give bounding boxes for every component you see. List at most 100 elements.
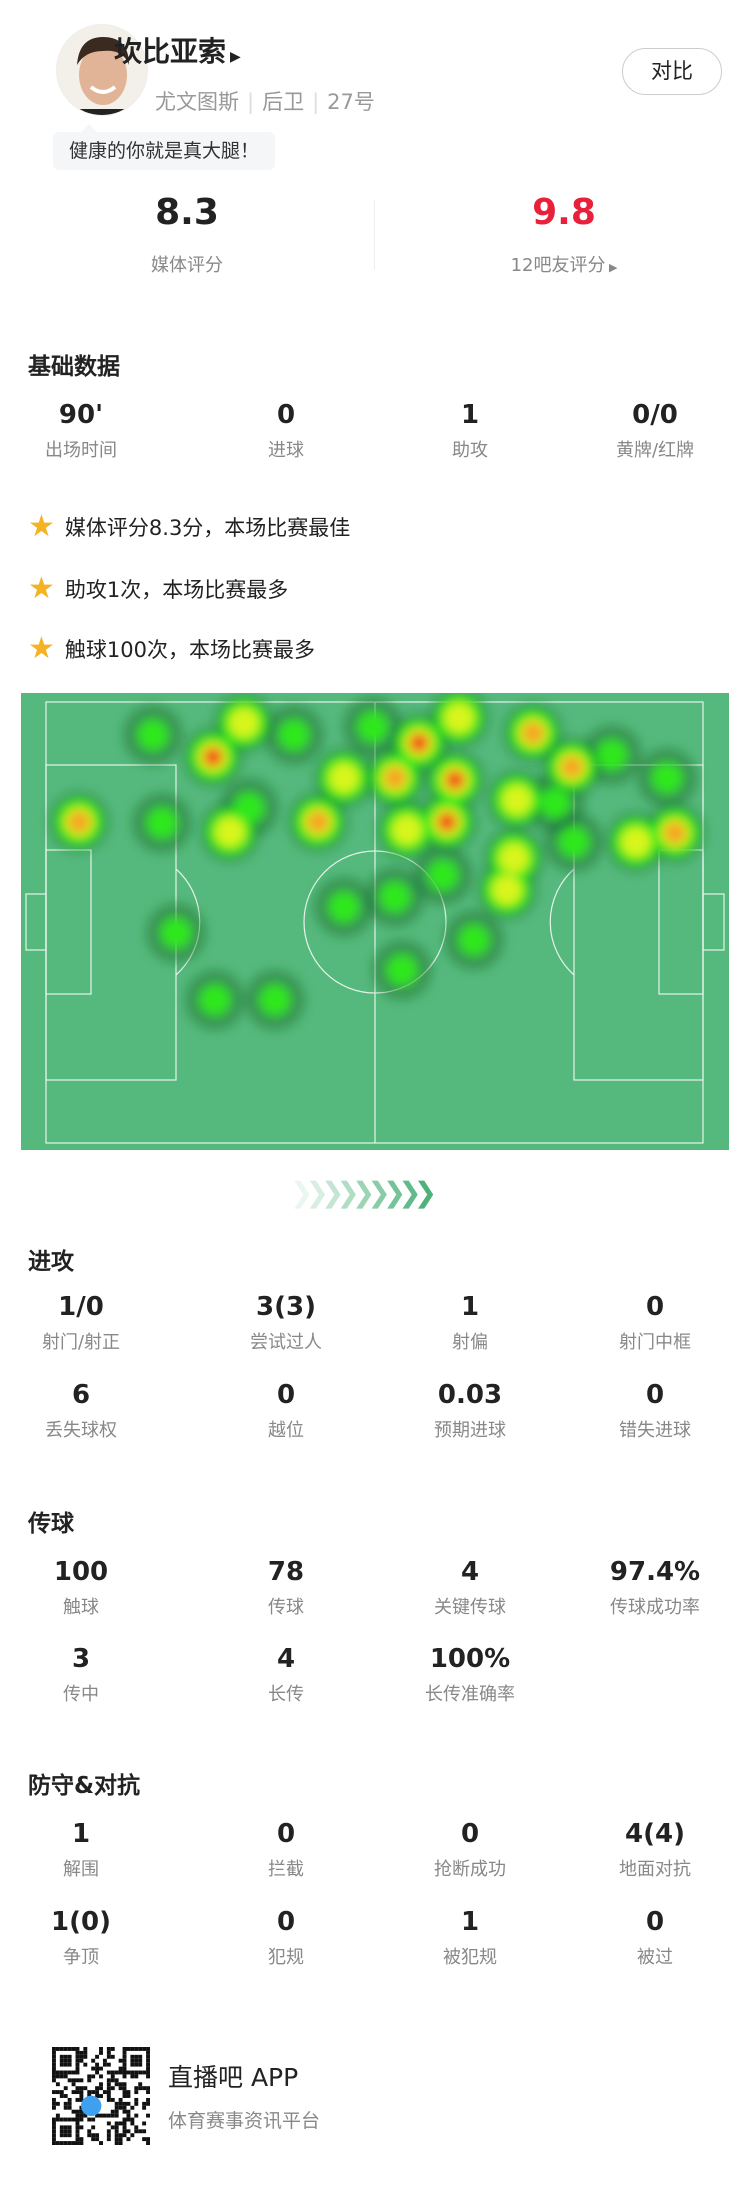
player-name-text: 坎比亚索 (114, 35, 227, 68)
highlight-text: 媒体评分8.3分，本场比赛最佳 (64, 516, 351, 540)
stat-label: 拦截 (268, 1859, 304, 1880)
heatmap-blob (559, 827, 589, 857)
heatmap-blob (329, 892, 359, 922)
stat-cell: 0 抢断成功 (378, 1819, 562, 1881)
stat-value: 0.03 (437, 1380, 503, 1410)
stat-value: 0 (276, 400, 296, 430)
player-avatar[interactable] (56, 24, 148, 116)
stat-label: 犯规 (268, 1947, 304, 1968)
stat-value: 4 (460, 1557, 480, 1587)
stat-cell: 100% 长传准确率 (378, 1644, 562, 1706)
heatmap-blob (392, 815, 422, 845)
stat-value: 100% (429, 1644, 511, 1674)
stat-value: 78 (267, 1557, 305, 1587)
heatmap-blob (621, 827, 651, 857)
stat-cell: 0 犯规 (194, 1907, 378, 1969)
stat-cell: 1 被犯规 (378, 1907, 562, 1969)
highlight-item: ★ 助攻1次，本场比赛最多 (28, 574, 288, 604)
chevron-right-icon: ❯ (398, 1176, 422, 1209)
position: 后卫 (262, 90, 305, 114)
stat-cell: 4 长传 (194, 1644, 378, 1706)
chevron-right-icon: ❯ (336, 1176, 360, 1209)
heatmap-blob (412, 736, 426, 750)
app-title: 直播吧 APP (168, 2063, 299, 2092)
stat-label: 抢断成功 (434, 1859, 506, 1880)
stat-label: 出场时间 (45, 440, 117, 461)
stat-value: 4(4) (625, 1819, 685, 1849)
motto-bubble: 健康的你就是真大腿！ (53, 124, 276, 170)
heatmap-blob (138, 720, 168, 750)
stat-label: 尝试过人 (250, 1332, 322, 1353)
highlight-item: ★ 媒体评分8.3分，本场比赛最佳 (28, 512, 350, 542)
chevron-right-icon: ❯ (351, 1176, 376, 1209)
stat-cell: 6 丢失球权 (0, 1380, 173, 1442)
fan-rating[interactable]: 9.8 12吧友评分 ▶ (434, 192, 694, 277)
stat-cell: 4(4) 地面对抗 (563, 1819, 747, 1881)
stat-value: 90' (58, 400, 104, 430)
stat-label: 射门/射正 (41, 1332, 121, 1353)
attack-direction-arrows: ❯❯❯❯❯❯❯❯❯ (290, 1176, 438, 1209)
heatmap-pitch (21, 693, 729, 1150)
heatmap-blob (448, 773, 462, 787)
heatmap-blob (307, 811, 329, 833)
stat-value: 6 (71, 1380, 91, 1410)
star-icon: ★ (28, 509, 55, 544)
stat-value: 0 (460, 1819, 480, 1849)
heatmap-blob (387, 955, 417, 985)
player-name[interactable]: 坎比亚索 ▶ (114, 30, 241, 70)
stat-label: 错失进球 (619, 1420, 691, 1441)
heatmap-blob (664, 822, 686, 844)
stat-label: 触球 (63, 1597, 99, 1618)
stat-cell: 4 关键传球 (378, 1557, 562, 1619)
heatmap-blob (147, 808, 177, 838)
heatmap-blob (206, 750, 220, 764)
stat-cell: 100 触球 (0, 1557, 173, 1619)
stat-label: 关键传球 (434, 1597, 506, 1618)
stat-label: 被犯规 (443, 1947, 497, 1968)
heatmap-blob (200, 985, 230, 1015)
stat-value: 3(3) (256, 1292, 316, 1322)
stat-label: 进球 (268, 440, 304, 461)
stat-cell: 1 射偏 (378, 1292, 562, 1354)
stat-label: 黄牌/红牌 (615, 440, 695, 461)
heatmap-blob (440, 815, 454, 829)
heatmap-blob (444, 703, 474, 733)
stat-label: 传中 (63, 1684, 99, 1705)
chevron-right-icon: ❯ (413, 1176, 438, 1209)
stat-value: 0/0 (632, 400, 678, 430)
stat-value: 3 (71, 1644, 91, 1674)
stat-cell: 1(0) 争顶 (0, 1907, 173, 1969)
heatmap-blob (234, 793, 264, 823)
caret-right-icon: ▶ (605, 261, 618, 274)
stat-cell: 90' 出场时间 (0, 400, 173, 462)
section-title-attack: 进攻 (28, 1249, 74, 1275)
heatmap-blob (358, 712, 388, 742)
stat-cell: 3 传中 (0, 1644, 173, 1706)
section-title-defense: 防守&对抗 (28, 1773, 141, 1799)
player-meta: 尤文图斯 | 后卫 | 27号 (155, 90, 375, 114)
stat-cell: 0 越位 (194, 1380, 378, 1442)
stat-label: 长传准确率 (425, 1684, 515, 1705)
highlight-text: 助攻1次，本场比赛最多 (64, 578, 289, 602)
stat-value: 0 (645, 1380, 665, 1410)
stat-label: 传球成功率 (610, 1597, 700, 1618)
heatmap-blob (499, 843, 529, 873)
qr-code-icon[interactable] (52, 2046, 150, 2146)
heatmap-blob (502, 785, 532, 815)
stat-cell: 1 解围 (0, 1819, 173, 1881)
heatmap-blob (652, 763, 682, 793)
stat-value: 100 (53, 1557, 109, 1587)
stat-value: 97.4% (609, 1557, 701, 1587)
heatmap-blob (561, 756, 583, 778)
stat-cell: 0 射门中框 (563, 1292, 747, 1354)
stat-value: 1/0 (58, 1292, 104, 1322)
heatmap-blob (380, 882, 410, 912)
stat-value: 0 (276, 1907, 296, 1937)
player-photo-icon (77, 37, 129, 115)
stat-label: 地面对抗 (619, 1859, 691, 1880)
fan-rating-value: 9.8 (532, 192, 596, 233)
heatmap-blob (279, 720, 309, 750)
heatmap-blob (260, 985, 290, 1015)
stat-label: 长传 (268, 1684, 304, 1705)
compare-button[interactable]: 对比 (622, 48, 722, 95)
